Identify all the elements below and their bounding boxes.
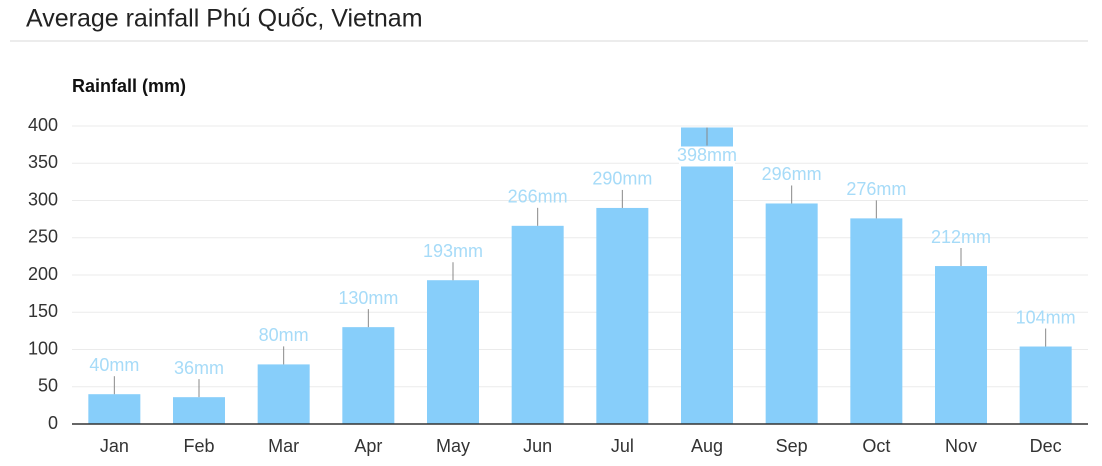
chart-title: Average rainfall Phú Quốc, Vietnam: [26, 5, 423, 33]
value-label: 193mm: [423, 241, 483, 261]
x-tick-label: May: [436, 436, 470, 456]
value-label: 80mm: [259, 325, 309, 345]
bar: [427, 280, 479, 424]
x-tick-label: Mar: [268, 436, 299, 456]
x-tick-label: Apr: [354, 436, 382, 456]
value-label: 212mm: [931, 227, 991, 247]
bar: [765, 203, 818, 424]
label-backdrop: [679, 146, 735, 167]
value-label: 130mm: [338, 288, 398, 308]
value-label: 296mm: [762, 164, 822, 184]
x-tick-label: Jul: [611, 436, 634, 456]
bar: [596, 207, 649, 424]
x-tick-label: Jan: [100, 436, 129, 456]
bar: [850, 218, 903, 424]
bar: [257, 364, 310, 424]
bar: [935, 266, 987, 424]
y-tick-label: 100: [28, 338, 58, 358]
y-tick-label: 250: [28, 227, 58, 247]
y-tick-label: 50: [38, 376, 58, 396]
x-tick-label: Jun: [523, 436, 552, 456]
bar: [681, 127, 733, 425]
x-tick-label: Sep: [776, 436, 808, 456]
x-tick-label: Nov: [945, 436, 977, 456]
value-label: 104mm: [1016, 307, 1076, 327]
y-tick-label: 150: [28, 301, 58, 321]
x-tick-label: Aug: [691, 436, 723, 456]
value-label: 36mm: [174, 358, 224, 378]
value-label: 266mm: [508, 187, 568, 207]
bar: [1019, 346, 1072, 424]
bar: [342, 327, 395, 424]
y-tick-label: 400: [28, 115, 58, 135]
x-tick-label: Dec: [1030, 436, 1062, 456]
bar: [173, 397, 225, 424]
bar: [511, 225, 564, 424]
value-label: 40mm: [89, 355, 139, 375]
y-axis-title: Rainfall (mm): [72, 76, 186, 96]
bar: [88, 394, 141, 424]
y-tick-label: 0: [48, 413, 58, 433]
y-tick-label: 350: [28, 152, 58, 172]
value-label: 276mm: [846, 179, 906, 199]
value-label: 290mm: [592, 169, 652, 189]
x-tick-label: Feb: [183, 436, 214, 456]
x-tick-label: Oct: [862, 436, 890, 456]
value-label: 398mm: [677, 145, 737, 165]
y-tick-label: 300: [28, 189, 58, 209]
y-tick-label: 200: [28, 264, 58, 284]
